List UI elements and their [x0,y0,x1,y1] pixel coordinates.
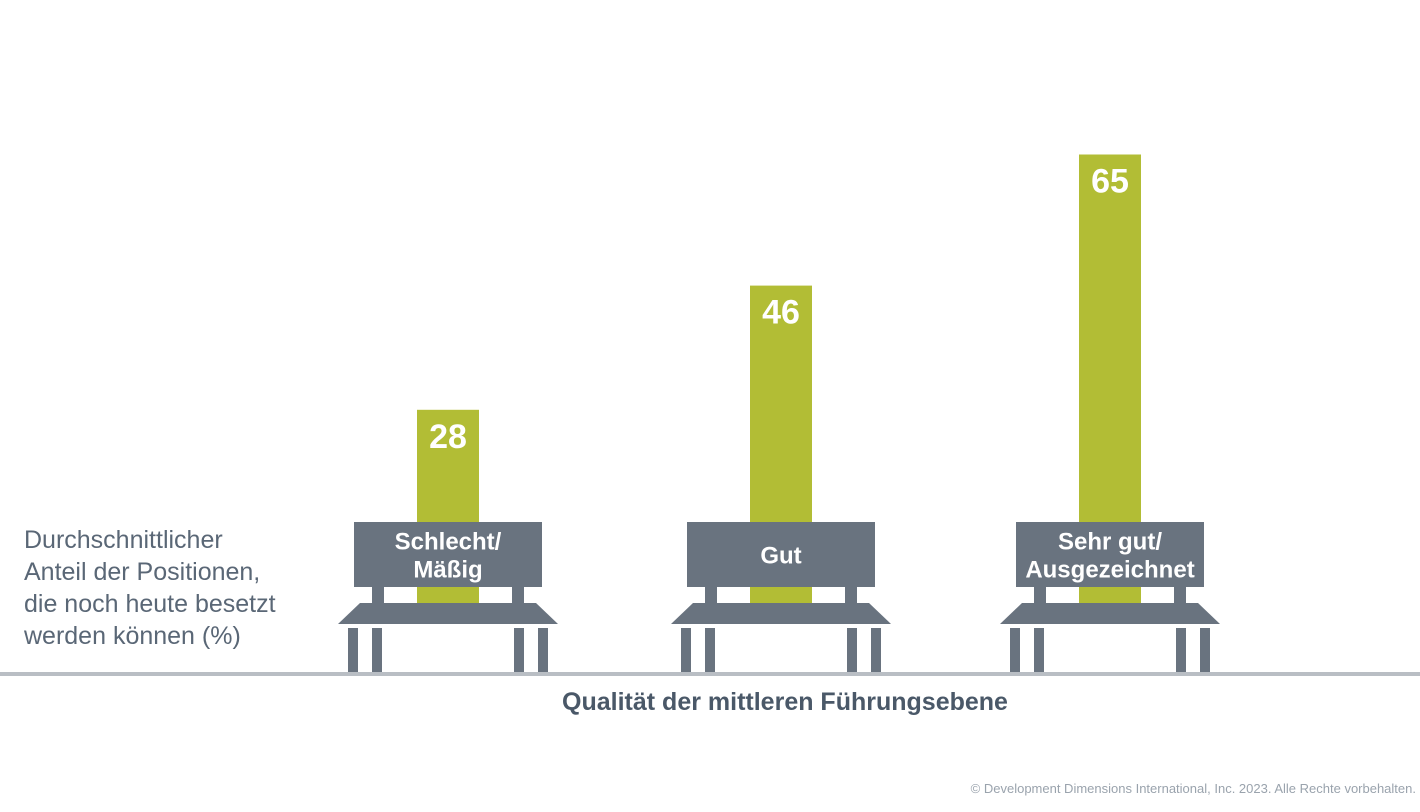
bench-backrest-post [512,586,524,604]
category-label: Mäßig [413,557,482,584]
y-axis-label-line: Anteil der Positionen, [24,558,261,586]
category-label: Sehr gut/ [1058,529,1162,556]
category-label: Gut [760,543,801,570]
bar-value-label: 65 [1091,163,1129,201]
y-axis-label-line: werden können (%) [24,622,241,650]
bench-backrest-post [845,586,857,604]
bench [338,586,558,672]
bench-backrest-post [372,586,384,604]
y-axis-label-line: Durchschnittlicher [24,526,223,554]
bar-value-label: 28 [429,418,467,456]
bench-backrest-board [1016,522,1204,587]
bench-backrest-board [354,522,542,587]
bench-leg [681,628,691,672]
bench-backrest-post [1034,586,1046,604]
bench-backrest-board [687,522,875,587]
bench-seat [671,603,891,624]
bench-leg [1034,628,1044,672]
bench-seat [338,603,558,624]
bench-backrest-post [1174,586,1186,604]
bench [671,586,891,672]
bench-leg [1200,628,1210,672]
y-axis-label-line: die noch heute besetzt [24,590,276,618]
bench-leg [514,628,524,672]
bench-leg [372,628,382,672]
bar-value-label: 46 [762,294,800,332]
category-label: Ausgezeichnet [1025,557,1194,584]
bench-leg [1176,628,1186,672]
bench-leg [847,628,857,672]
bench-seat [1000,603,1220,624]
y-axis-label: Durchschnittlicher Anteil der Positionen… [24,524,324,652]
bench-leg [705,628,715,672]
category-label: Schlecht/ [395,529,502,556]
bench-leg [538,628,548,672]
bench-leg [871,628,881,672]
copyright-footer: © Development Dimensions International, … [970,781,1416,796]
bench-leg [348,628,358,672]
x-axis-label: Qualität der mittleren Führungsebene [562,688,1008,716]
bench [1000,586,1220,672]
bench-leg [1010,628,1020,672]
bench-backrest-post [705,586,717,604]
